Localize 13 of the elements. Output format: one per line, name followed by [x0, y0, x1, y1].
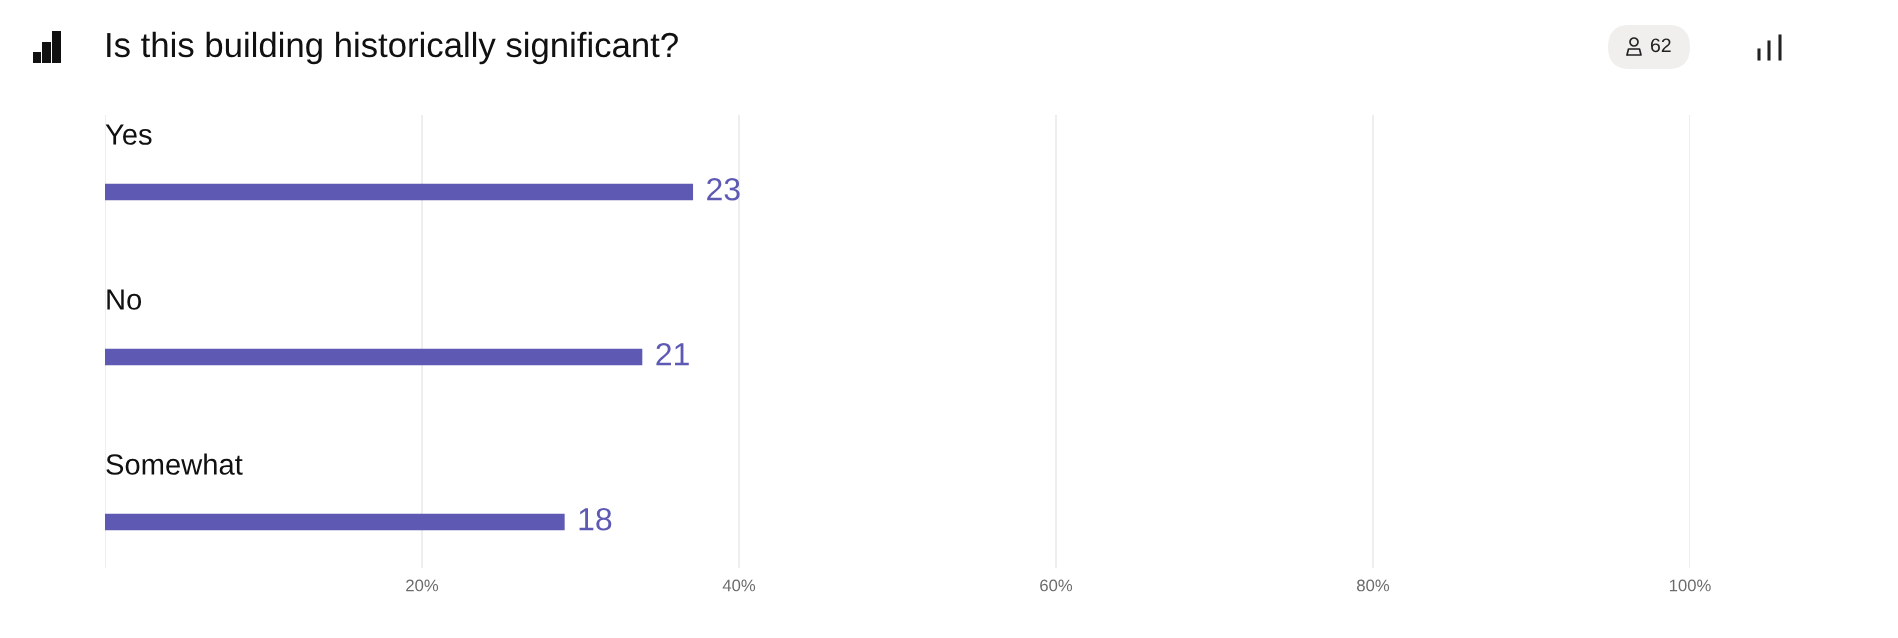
y-tick-label: Yes [105, 124, 152, 145]
y-tick-label: Somewhat [106, 453, 243, 475]
x-tick-label: 20% [406, 579, 439, 592]
x-tick-label: 100% [1669, 579, 1711, 592]
x-tick-label: 60% [1040, 579, 1073, 592]
x-tick-label: 80% [1357, 579, 1390, 592]
x-tick-label: 40% [722, 579, 756, 592]
y-tick-label: No [107, 289, 142, 310]
chart-title: Is this building historically significant? [107, 31, 678, 65]
annotation: 21 [656, 342, 689, 366]
annotation: 23 [707, 177, 740, 201]
text: 62 [1650, 38, 1671, 53]
annotation: 18 [579, 507, 612, 531]
